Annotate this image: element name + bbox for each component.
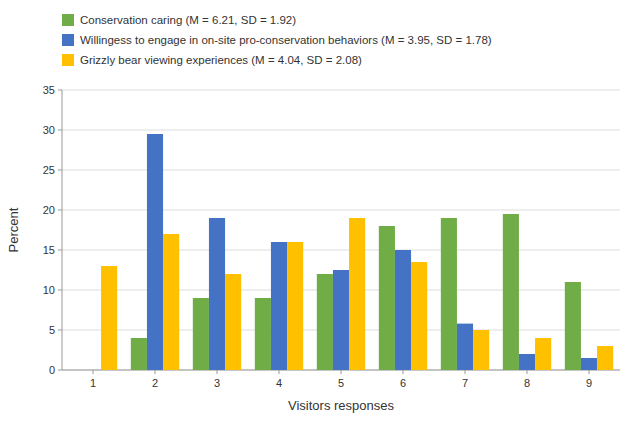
legend-swatch xyxy=(62,54,74,66)
x-tick-label: 1 xyxy=(90,377,96,389)
axes: 0 5 10 15 20 25 30 35 1 2 3 4 5 6 7 8 9 xyxy=(43,84,620,389)
bar xyxy=(287,242,303,370)
chart-svg: 0 5 10 15 20 25 30 35 1 2 3 4 5 6 7 8 9 Visitors response… xyxy=(0,0,638,424)
x-tick-label: 8 xyxy=(524,377,530,389)
bar xyxy=(349,218,365,370)
x-tick-label: 6 xyxy=(400,377,406,389)
x-tick xyxy=(589,370,590,374)
y-axis-label: Percent xyxy=(6,207,21,252)
bar xyxy=(519,354,535,370)
y-tick xyxy=(58,330,62,331)
x-tick-label: 9 xyxy=(586,377,592,389)
bar xyxy=(535,338,551,370)
bar xyxy=(147,134,163,370)
bar xyxy=(193,298,209,370)
y-tick xyxy=(58,250,62,251)
bar xyxy=(209,218,225,370)
grid-line xyxy=(62,170,620,171)
y-tick xyxy=(58,170,62,171)
grid-line xyxy=(62,90,620,91)
x-tick xyxy=(527,370,528,374)
bar xyxy=(597,346,613,370)
x-tick xyxy=(279,370,280,374)
legend-label: Grizzly bear viewing experiences (M = 4.… xyxy=(80,54,362,66)
y-tick-label: 5 xyxy=(49,324,55,336)
chart-container: 0 5 10 15 20 25 30 35 1 2 3 4 5 6 7 8 9 Visitors response… xyxy=(0,0,638,424)
y-tick-label: 35 xyxy=(43,84,55,96)
bar xyxy=(503,214,519,370)
x-tick xyxy=(217,370,218,374)
x-tick xyxy=(403,370,404,374)
x-axis-label: Visitors responses xyxy=(288,398,394,413)
legend-swatch xyxy=(62,14,74,26)
bar xyxy=(411,262,427,370)
bar xyxy=(473,330,489,370)
y-tick-label: 10 xyxy=(43,284,55,296)
x-tick-label: 5 xyxy=(338,377,344,389)
y-axis-line xyxy=(62,90,63,370)
y-tick xyxy=(58,130,62,131)
y-tick-label: 15 xyxy=(43,244,55,256)
x-tick-label: 7 xyxy=(462,377,468,389)
bar xyxy=(255,298,271,370)
bar xyxy=(85,370,101,371)
bar xyxy=(131,338,147,370)
x-tick xyxy=(155,370,156,374)
bar xyxy=(69,370,85,371)
x-tick xyxy=(93,370,94,374)
bar xyxy=(225,274,241,370)
x-tick xyxy=(341,370,342,374)
legend-swatch xyxy=(62,34,74,46)
y-tick xyxy=(58,90,62,91)
bar xyxy=(379,226,395,370)
bar xyxy=(271,242,287,370)
legend: Conservation caring (M = 6.21, SD = 1.92… xyxy=(62,14,492,66)
bar xyxy=(101,266,117,370)
y-tick-label: 20 xyxy=(43,204,55,216)
grid-line xyxy=(62,130,620,131)
x-tick xyxy=(465,370,466,374)
bar xyxy=(457,324,473,370)
bar xyxy=(395,250,411,370)
y-tick xyxy=(58,290,62,291)
bar xyxy=(581,358,597,370)
bar xyxy=(565,282,581,370)
x-tick-label: 2 xyxy=(152,377,158,389)
y-tick xyxy=(58,210,62,211)
grid-line xyxy=(62,210,620,211)
y-tick-label: 0 xyxy=(49,364,55,376)
bar xyxy=(163,234,179,370)
bars xyxy=(101,134,613,370)
legend-label: Willingess to engage in on-site pro-cons… xyxy=(80,34,492,46)
x-tick-label: 4 xyxy=(276,377,282,389)
bar xyxy=(317,274,333,370)
y-tick-label: 25 xyxy=(43,164,55,176)
y-tick xyxy=(58,370,62,371)
bar xyxy=(441,218,457,370)
x-tick-label: 3 xyxy=(214,377,220,389)
bar xyxy=(333,270,349,370)
grid-line xyxy=(62,250,620,251)
y-tick-label: 30 xyxy=(43,124,55,136)
y-grid xyxy=(62,90,620,370)
legend-label: Conservation caring (M = 6.21, SD = 1.92… xyxy=(80,14,296,26)
